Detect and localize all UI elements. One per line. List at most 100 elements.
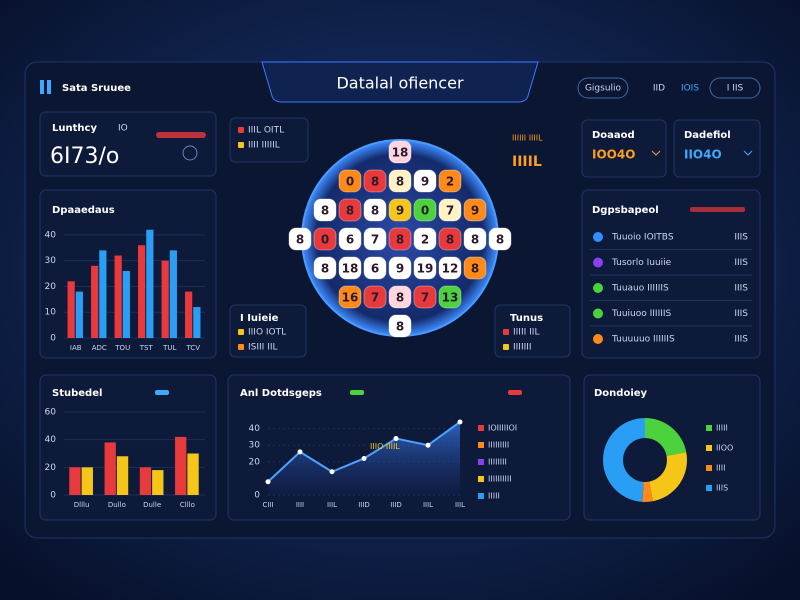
ball[interactable] <box>363 227 387 251</box>
list-value: IIIS <box>734 309 748 319</box>
ball-number: 8 <box>471 262 479 276</box>
ball[interactable] <box>463 227 487 251</box>
list-value: IIIS <box>734 258 748 268</box>
ball[interactable] <box>388 227 412 251</box>
ball-number: 6 <box>371 262 379 276</box>
bar <box>99 250 107 338</box>
nav-pill[interactable] <box>577 77 629 99</box>
ball[interactable] <box>413 227 437 251</box>
legend-label: IIII <box>716 464 725 473</box>
line-point <box>457 419 463 425</box>
ball-number: 9 <box>396 262 404 276</box>
ball[interactable] <box>363 169 387 193</box>
ball-number: 8 <box>396 291 404 305</box>
ball[interactable] <box>388 140 412 164</box>
ball[interactable] <box>313 198 337 222</box>
ball-number: 0 <box>346 175 354 189</box>
ball[interactable] <box>413 198 437 222</box>
bar <box>187 453 199 495</box>
ball-number: 13 <box>442 291 459 305</box>
ball[interactable] <box>363 256 387 280</box>
key-swatch <box>503 329 509 335</box>
ball[interactable] <box>388 169 412 193</box>
ball-number: 9 <box>471 204 479 218</box>
ball[interactable] <box>413 256 437 280</box>
ball[interactable] <box>288 227 312 251</box>
bar <box>185 291 193 338</box>
ball-number: 8 <box>471 233 479 247</box>
x-tick-label: Dullo <box>108 501 126 509</box>
nav-pill[interactable] <box>709 77 761 99</box>
key-label: IIIII IIL <box>513 328 539 338</box>
ball[interactable] <box>338 198 362 222</box>
card-value: IOO4O <box>592 148 635 162</box>
stat-value: 6I73/o <box>50 144 119 169</box>
x-tick-label: Dulle <box>143 501 161 509</box>
ball[interactable] <box>413 169 437 193</box>
nav-item[interactable]: IOIS <box>681 84 699 94</box>
title-tab <box>261 61 539 103</box>
ball-number: 16 <box>342 291 359 305</box>
key-swatch <box>238 344 244 350</box>
legend-swatch <box>478 442 484 448</box>
legend-swatch <box>478 425 484 431</box>
list-label[interactable]: Tuuoio IOITBS <box>611 233 674 243</box>
line-area <box>268 421 460 495</box>
ball[interactable] <box>413 285 437 309</box>
nav-item[interactable]: Gigsulio <box>585 84 622 94</box>
key-title: IIIIII IIIIL <box>512 134 543 143</box>
line-point <box>425 442 431 448</box>
x-tick-label: ADC <box>92 344 107 352</box>
ball-number: 8 <box>396 175 404 189</box>
ball[interactable] <box>313 227 337 251</box>
ball-number: 7 <box>371 291 379 305</box>
ball[interactable] <box>363 285 387 309</box>
ball[interactable] <box>463 256 487 280</box>
nav-item[interactable]: I IIS <box>727 84 744 94</box>
ball[interactable] <box>388 198 412 222</box>
list-decor <box>690 207 745 212</box>
ball-number: 8 <box>321 204 329 218</box>
list-label[interactable]: Tuuauo IIIIIIS <box>611 284 669 294</box>
ball[interactable] <box>338 169 362 193</box>
bar <box>104 442 116 495</box>
ball[interactable] <box>438 169 462 193</box>
ball[interactable] <box>363 198 387 222</box>
list-label[interactable]: Tuuuuuo IIIIIIS <box>611 335 675 345</box>
ball[interactable] <box>388 256 412 280</box>
list-label[interactable]: Tuuiuoo IIIIIIS <box>611 309 672 319</box>
key-label: IIIO IOTL <box>248 328 286 338</box>
ball[interactable] <box>488 227 512 251</box>
ball[interactable] <box>388 314 412 338</box>
ball-number: 8 <box>321 262 329 276</box>
x-tick-label: TCV <box>185 344 200 352</box>
bar <box>193 307 201 338</box>
bar <box>152 470 164 495</box>
y-tick-label: 30 <box>45 256 57 266</box>
ball[interactable] <box>438 285 462 309</box>
bar <box>139 467 152 495</box>
nav-item[interactable]: IID <box>653 84 665 94</box>
chart-title: Stubedel <box>52 388 102 399</box>
ball-number: 18 <box>342 262 359 276</box>
ball[interactable] <box>388 285 412 309</box>
list-dot <box>593 308 603 319</box>
ball[interactable] <box>338 285 362 309</box>
stat-decor <box>156 132 206 138</box>
legend-label: IIIII <box>716 424 728 433</box>
y-tick-label: 60 <box>45 408 57 418</box>
list-value: IIIS <box>734 233 748 243</box>
legend-label: IIIS <box>716 484 728 493</box>
ball[interactable] <box>338 227 362 251</box>
ball-number: 8 <box>346 204 354 218</box>
ball[interactable] <box>338 256 362 280</box>
ball[interactable] <box>438 227 462 251</box>
list-label[interactable]: Tusorlo Iuuiie <box>611 258 672 268</box>
brand: Sata Sruuee <box>62 83 131 94</box>
ball[interactable] <box>313 256 337 280</box>
ball[interactable] <box>438 198 462 222</box>
stat-tag: IO <box>118 124 128 134</box>
list-value: IIIS <box>734 284 748 294</box>
ball[interactable] <box>463 198 487 222</box>
ball[interactable] <box>438 256 462 280</box>
